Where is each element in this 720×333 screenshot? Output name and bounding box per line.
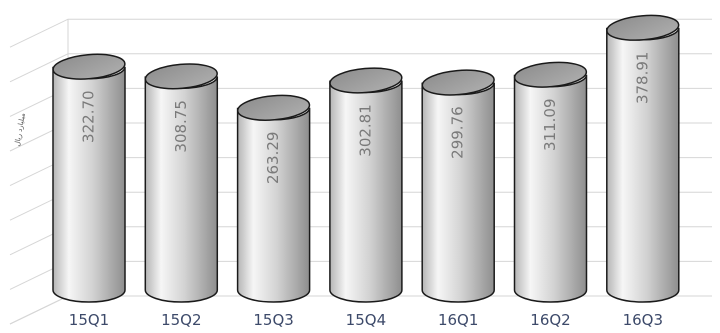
data-label: 311.09 [541, 98, 559, 151]
bar-top [513, 61, 588, 88]
data-label: 322.70 [80, 90, 98, 142]
x-tick-label: 15Q2 [161, 311, 201, 329]
x-tick-label: 16Q3 [623, 311, 663, 329]
bar-top [606, 14, 680, 41]
x-tick-label: 15Q4 [346, 311, 386, 329]
x-tick-label: 16Q1 [438, 311, 478, 329]
bars: 322.70 308.75 263.29 302.81 299.76 311.09 378.… [52, 14, 680, 303]
category-labels: 15Q1 15Q2 15Q3 15Q4 16Q1 16Q2 16Q3 [69, 311, 663, 329]
data-label: 302.81 [356, 104, 374, 157]
bar-top [329, 67, 403, 94]
bar: 378.91 [606, 14, 680, 303]
bar: 308.75 [144, 63, 219, 303]
bar-top [144, 63, 218, 90]
data-label: 308.75 [172, 100, 190, 153]
bar: 263.29 [236, 94, 311, 303]
bar-top [421, 69, 495, 96]
x-tick-label: 16Q2 [530, 311, 570, 329]
bar: 302.81 [329, 67, 403, 303]
data-label: 378.91 [633, 52, 651, 105]
bar-top [52, 53, 126, 80]
data-label: 263.29 [264, 132, 282, 185]
bar: 299.76 [421, 69, 495, 303]
x-tick-label: 15Q1 [69, 311, 109, 329]
bar-top [236, 94, 311, 121]
bar: 322.70 [52, 53, 126, 303]
y-axis-label: ميليارد ريال [13, 112, 27, 147]
data-label: 299.76 [449, 106, 467, 159]
bar: 311.09 [513, 61, 588, 303]
x-tick-label: 15Q3 [253, 311, 293, 329]
